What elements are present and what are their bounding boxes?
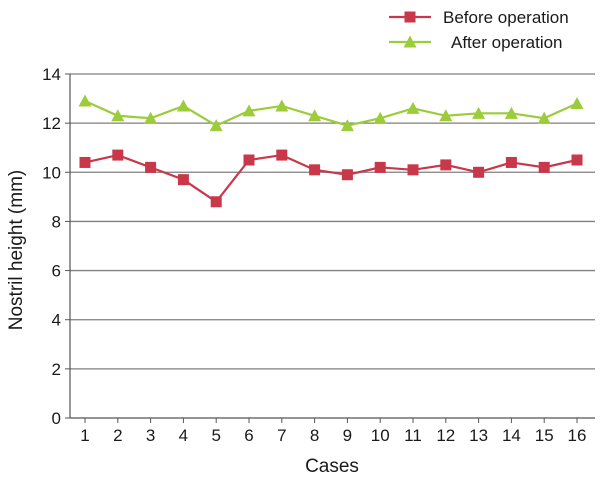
data-point <box>209 119 223 132</box>
data-point <box>145 161 157 173</box>
series-group <box>78 94 584 208</box>
x-tick-label: 15 <box>535 426 554 445</box>
data-point <box>276 149 288 161</box>
data-point <box>144 111 158 124</box>
data-point <box>504 106 518 119</box>
data-point <box>340 119 354 132</box>
y-tick-label: 0 <box>52 409 61 428</box>
data-point <box>242 104 256 117</box>
data-point <box>505 156 517 168</box>
data-point <box>275 99 289 112</box>
x-tick-label: 16 <box>568 426 587 445</box>
data-point <box>243 154 255 166</box>
x-tick-label: 13 <box>469 426 488 445</box>
y-tick-label: 12 <box>42 114 61 133</box>
legend-swatch-marker <box>403 35 417 48</box>
data-point <box>473 166 485 178</box>
x-tick-label: 1 <box>80 426 89 445</box>
y-axis-label: Nostril height (mm) <box>6 170 27 330</box>
x-tick-label: 2 <box>113 426 122 445</box>
x-tick-label: 6 <box>244 426 253 445</box>
data-point <box>570 96 584 110</box>
data-point <box>537 111 551 124</box>
data-point <box>177 174 189 186</box>
data-point <box>373 111 387 124</box>
x-tick-label: 12 <box>436 426 455 445</box>
data-point <box>210 196 222 208</box>
legend-label: After operation <box>451 33 563 52</box>
x-tick-label: 3 <box>146 426 155 445</box>
x-tick-label: 14 <box>502 426 521 445</box>
data-point <box>440 159 452 171</box>
x-tick-label: 8 <box>310 426 319 445</box>
data-point <box>78 94 92 107</box>
data-point <box>309 164 321 176</box>
y-tick-label: 10 <box>42 163 61 182</box>
x-tick-label: 11 <box>404 426 422 445</box>
x-tick-label: 5 <box>211 426 220 445</box>
data-point <box>308 109 322 122</box>
x-axis-label: Cases <box>305 456 359 477</box>
data-point <box>341 169 353 181</box>
data-point <box>439 109 453 122</box>
y-tick-label: 14 <box>42 65 61 84</box>
data-point <box>538 161 550 173</box>
legend-item: After operation <box>389 33 563 52</box>
data-point <box>472 106 486 119</box>
x-tick-label: 7 <box>277 426 286 445</box>
legend-item: Before operation <box>389 8 569 27</box>
data-point <box>571 154 583 166</box>
series-2 <box>78 94 584 132</box>
data-point <box>111 109 125 122</box>
y-tick-label: 2 <box>52 360 61 379</box>
data-point <box>176 99 190 112</box>
data-point <box>407 164 419 176</box>
legend: Before operation After operation <box>389 8 569 52</box>
y-tick-label: 4 <box>52 311 61 330</box>
legend-swatch-marker <box>404 11 416 23</box>
y-tick-label: 8 <box>52 212 61 231</box>
y-tick-label: 6 <box>52 262 61 281</box>
data-point <box>406 101 420 114</box>
series-line <box>84 153 578 204</box>
legend-label: Before operation <box>443 8 569 27</box>
series-1 <box>79 149 583 208</box>
x-tick-label: 4 <box>179 426 188 445</box>
x-tick-labels: 1 2 3 4 5 6 7 8 9 10 11 12 13 14 15 16 <box>80 418 586 445</box>
data-point <box>79 156 91 168</box>
data-point <box>112 149 124 161</box>
y-tick-labels: 0 2 4 6 8 10 12 14 <box>42 65 70 428</box>
series-line <box>84 100 578 127</box>
x-tick-label: 10 <box>371 426 390 445</box>
data-point <box>374 161 386 173</box>
x-tick-label: 9 <box>343 426 352 445</box>
